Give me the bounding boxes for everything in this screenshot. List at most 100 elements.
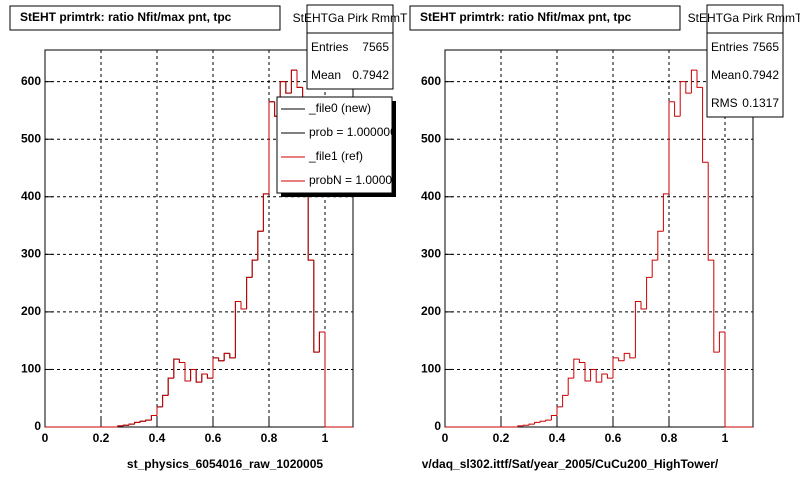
stats-value: 7565: [362, 40, 389, 54]
legend-label: prob = 1.000000: [309, 125, 397, 139]
stats-label: Mean: [711, 68, 741, 82]
y-tick-label: 600: [21, 74, 41, 88]
panel: 0 100 200 300 400 500 600 0 0.2 0.4 0.6 0.8 1 StEHT p…: [409, 4, 800, 471]
stats-value: 0.7942: [742, 68, 779, 82]
histogram-bin: [206, 374, 213, 379]
stats-label: RMS: [711, 96, 738, 110]
histogram-bin: [640, 301, 647, 310]
x-tick-label: 0.8: [261, 431, 278, 445]
title-box: [409, 5, 681, 31]
histogram-bin: [662, 193, 669, 232]
chart-title: StEHT primtrk: ratio Nfit/max pnt, tpc: [20, 10, 232, 24]
x-tick-label: 0.4: [149, 431, 166, 445]
histogram-bin: [606, 374, 613, 379]
histogram-bin: [629, 353, 636, 359]
histogram-bin: [240, 301, 247, 310]
histogram-bin: [657, 230, 664, 261]
y-tick-label: 0: [34, 419, 41, 433]
histogram-bin: [212, 357, 219, 379]
histogram-bin: [128, 423, 135, 426]
stats-header: StEHTGa Pirk RmmT: [293, 11, 408, 25]
chart-title: StEHT primtrk: ratio Nfit/max pnt, tpc: [420, 10, 632, 24]
stats-label: Mean: [311, 68, 341, 82]
x-tick-label: 1: [322, 431, 329, 445]
histogram-bin: [262, 193, 269, 232]
x-axis-label: v/daq_sl302.ittf/Sat/year_2005/CuCu200_H…: [422, 457, 719, 471]
histogram-bin: [145, 419, 152, 422]
histogram-bin: [668, 101, 675, 194]
histogram-bin: [724, 332, 731, 428]
x-tick-label: 0.6: [205, 431, 222, 445]
histogram-bin: [634, 301, 641, 358]
stats-value: 0.7942: [352, 68, 389, 82]
histogram-bin: [178, 359, 185, 364]
histogram-bin: [601, 373, 608, 383]
histogram-bin: [251, 259, 258, 278]
histogram-bin: [528, 423, 535, 426]
histogram-bin: [139, 420, 146, 423]
y-tick-label: 300: [21, 247, 41, 261]
histogram-bin: [296, 70, 303, 88]
histogram-bin: [134, 421, 141, 425]
histogram-bin: [623, 352, 630, 361]
histogram-bin: [234, 301, 241, 358]
legend: _file0 (new) prob = 1.000000 _file1 (ref) p…: [281, 101, 399, 187]
histogram-bin: [573, 358, 580, 379]
histogram-bin: [156, 406, 163, 416]
stats-box: [306, 4, 394, 90]
stats-label: Entries: [711, 40, 748, 54]
histogram-bin: [285, 81, 292, 94]
stats-box: [706, 4, 784, 118]
histogram-bin: [590, 368, 597, 381]
x-tick-label: 0.2: [93, 431, 110, 445]
histogram-bin: [257, 230, 264, 261]
histogram-bin: [679, 81, 686, 117]
histogram-bin: [201, 373, 208, 383]
stats-value: 0.1317: [742, 96, 779, 110]
y-tick-label: 200: [21, 304, 41, 318]
x-tick-label: 0.6: [605, 431, 622, 445]
y-tick-label: 100: [421, 362, 441, 376]
histogram-bin: [150, 414, 157, 421]
histogram-bin: [584, 362, 591, 382]
histogram-bin: [195, 369, 202, 383]
histogram-bin: [578, 359, 585, 364]
histogram-bin: [562, 394, 569, 407]
histogram-bin: [122, 424, 129, 426]
stats-header: StEHTGa Pirk RmmT: [688, 11, 800, 25]
y-tick-label: 600: [421, 74, 441, 88]
histogram-bin: [522, 424, 529, 426]
histogram-bin: [229, 353, 236, 359]
x-tick-label: 0.2: [493, 431, 510, 445]
histogram-bin: [567, 377, 574, 396]
y-tick-label: 300: [421, 247, 441, 261]
histogram-bin: [618, 357, 625, 362]
histogram-bin: [190, 368, 197, 381]
y-tick-label: 500: [21, 131, 41, 145]
y-tick-label: 500: [421, 131, 441, 145]
plot-frame: [444, 49, 754, 428]
legend-label: probN = 1.00000: [309, 173, 399, 187]
histogram-bin: [539, 420, 546, 423]
histogram-bin: [545, 419, 552, 422]
histogram-bin: [324, 332, 331, 428]
histogram-bin: [713, 260, 720, 353]
histogram-bin: [162, 394, 169, 407]
histogram-bin: [702, 87, 709, 163]
y-tick-label: 100: [21, 362, 41, 376]
panel: 0 100 200 300 400 500 600 0 0.2 0.4 0.6 0.8 1 StEHT p…: [9, 4, 408, 471]
histogram-bin: [313, 260, 320, 353]
title-box: [9, 5, 281, 31]
histogram-bin: [696, 70, 703, 88]
x-tick-label: 0.8: [661, 431, 678, 445]
histogram-bin: [595, 369, 602, 383]
histogram-bin: [268, 101, 275, 194]
histogram-bin: [318, 331, 325, 353]
histogram-bin: [685, 81, 692, 94]
histogram-bin: [246, 276, 253, 310]
y-tick-label: 400: [421, 189, 441, 203]
histogram-bin: [517, 425, 524, 427]
x-tick-label: 1: [722, 431, 729, 445]
histogram-bin: [290, 69, 297, 94]
x-axis-label: st_physics_6054016_raw_1020005: [127, 457, 323, 471]
